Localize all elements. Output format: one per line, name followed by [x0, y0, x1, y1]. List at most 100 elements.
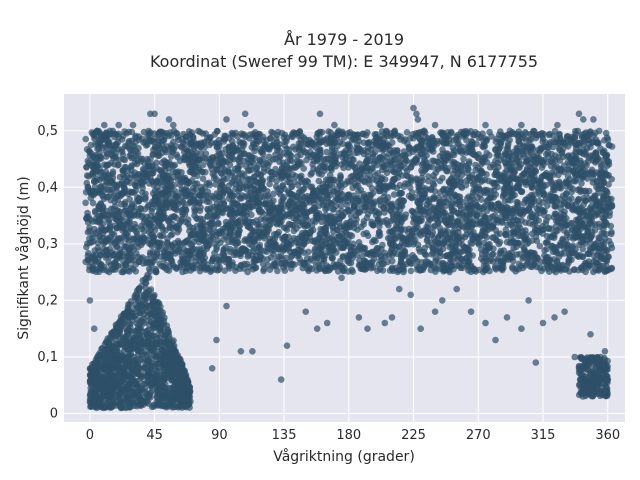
data-point — [197, 215, 204, 222]
data-point — [412, 224, 420, 232]
data-point — [260, 156, 267, 163]
data-point — [427, 196, 434, 203]
data-point — [123, 249, 131, 257]
data-point — [577, 225, 585, 232]
data-point — [532, 180, 540, 188]
data-point — [558, 210, 565, 218]
data-point — [207, 268, 214, 276]
data-point — [421, 167, 429, 174]
data-point — [289, 171, 297, 178]
data-point — [590, 132, 597, 139]
data-point — [158, 168, 166, 176]
data-point — [310, 187, 318, 195]
data-point — [299, 219, 306, 226]
data-point — [105, 251, 112, 258]
data-point — [234, 231, 241, 238]
data-point — [482, 222, 490, 229]
data-point — [162, 261, 170, 269]
data-point — [445, 178, 453, 185]
data-point — [115, 235, 123, 243]
data-point — [345, 268, 352, 275]
data-point — [507, 238, 515, 246]
data-point — [459, 241, 466, 249]
data-point — [202, 168, 209, 176]
data-point — [605, 141, 613, 149]
data-point — [409, 252, 416, 259]
data-point — [501, 132, 508, 140]
data-point — [191, 208, 198, 215]
data-point — [230, 251, 238, 259]
data-point — [364, 210, 372, 218]
data-point — [388, 139, 396, 146]
data-point — [474, 194, 482, 201]
data-point — [419, 266, 427, 274]
data-point — [294, 153, 301, 160]
data-point — [268, 128, 275, 136]
data-point — [574, 186, 582, 194]
data-point — [516, 209, 524, 217]
data-point — [325, 128, 332, 135]
data-point — [607, 222, 615, 230]
data-point — [128, 189, 136, 196]
data-point — [605, 158, 613, 165]
data-point — [246, 135, 253, 142]
data-point — [194, 246, 201, 253]
data-point — [407, 267, 415, 275]
data-point — [258, 208, 265, 215]
data-point — [187, 231, 195, 239]
data-point — [463, 204, 470, 212]
data-point — [83, 163, 90, 171]
data-point — [449, 160, 456, 167]
data-point — [397, 163, 405, 171]
data-point — [418, 161, 426, 169]
data-point — [460, 155, 467, 163]
data-point — [307, 171, 315, 178]
data-point — [295, 140, 303, 147]
data-point — [237, 252, 244, 260]
data-point — [214, 213, 221, 221]
data-point — [456, 248, 463, 255]
data-point — [362, 203, 369, 211]
data-point — [547, 192, 554, 200]
data-point — [454, 171, 462, 178]
data-point — [112, 143, 119, 150]
data-point — [454, 141, 462, 148]
data-point — [141, 235, 148, 243]
data-point — [257, 230, 264, 237]
data-point — [323, 180, 331, 187]
data-point — [600, 191, 608, 199]
data-point — [304, 237, 311, 245]
data-point — [360, 218, 368, 225]
data-point — [205, 136, 212, 143]
data-point — [149, 190, 157, 197]
data-point — [128, 202, 136, 210]
data-point — [605, 237, 613, 245]
data-point — [601, 252, 609, 259]
data-point — [468, 240, 476, 247]
data-point — [279, 159, 287, 166]
data-point — [182, 238, 189, 246]
data-point — [425, 177, 432, 185]
data-point — [293, 225, 300, 232]
chart-title-line-2: Koordinat (Sweref 99 TM): E 349947, N 61… — [150, 52, 538, 71]
data-point — [471, 233, 478, 241]
data-point — [305, 248, 312, 256]
data-point — [368, 261, 375, 269]
data-point — [215, 266, 223, 273]
data-point — [245, 175, 253, 183]
data-point — [255, 161, 263, 168]
data-point — [376, 198, 384, 205]
data-point — [119, 167, 127, 174]
data-point — [522, 181, 530, 188]
data-point — [482, 250, 489, 257]
data-point — [252, 264, 259, 272]
data-point — [435, 233, 443, 240]
data-point — [487, 194, 495, 201]
data-point — [528, 230, 536, 238]
data-point — [89, 267, 97, 275]
data-point — [103, 161, 111, 169]
data-point — [126, 212, 133, 219]
data-point — [572, 144, 580, 152]
data-point — [338, 264, 346, 272]
data-point — [469, 189, 477, 196]
